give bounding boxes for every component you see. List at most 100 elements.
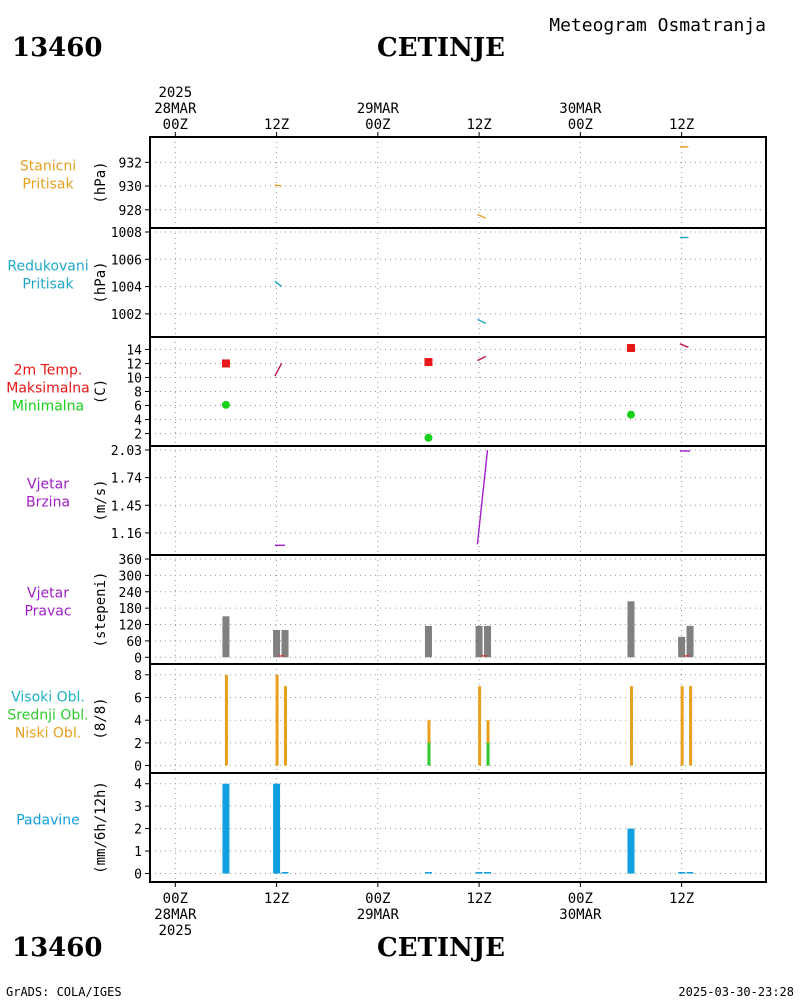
y-tick-label: 2 [134, 428, 142, 443]
panel-label: Visoki Obl. [11, 690, 85, 706]
wind-direction-bar [627, 601, 635, 658]
series-line [477, 355, 487, 362]
cloud-low-bar [224, 674, 228, 766]
wind-direction-bar [475, 625, 483, 658]
station-name-bottom: CETINJE [377, 933, 505, 963]
panel-frame [149, 445, 767, 556]
plot-area: 928930932(hPa)StanicniPritisak1002100410… [6, 85, 767, 939]
cloud-mid-bar [486, 742, 490, 766]
y-tick-label: 4 [134, 778, 142, 793]
y-tick-label: 6 [134, 400, 142, 415]
time-label-bottom: 00Z [163, 891, 188, 907]
panel-label: Minimalna [12, 399, 84, 415]
time-label-top: 00Z [365, 117, 390, 133]
time-label-top: 00Z [568, 117, 593, 133]
station-name-top: CETINJE [377, 33, 505, 63]
panel-label: Maksimalna [6, 381, 90, 397]
precip-bar [222, 783, 230, 874]
time-label-top: 28MAR [154, 101, 197, 117]
y-tick-label: 8 [134, 669, 142, 684]
y-tick-label: 0 [134, 868, 142, 883]
y-tick-label: 1004 [111, 281, 142, 296]
time-label-bottom: 29MAR [357, 907, 400, 923]
wind-direction-bar [424, 625, 432, 658]
panel-label: Pravac [24, 604, 71, 620]
time-label-top: 30MAR [559, 101, 602, 117]
temp-max-point [626, 344, 635, 353]
series-line [477, 213, 487, 219]
panel-frame [149, 227, 767, 338]
series-line [274, 184, 282, 187]
panel-label: Niski Obl. [15, 726, 81, 742]
wind-direction-bar [222, 616, 230, 658]
panel-frame [149, 136, 767, 229]
y-tick-label: 1.74 [111, 472, 142, 487]
time-label-bottom: 12Z [264, 891, 289, 907]
time-label-top: 2025 [158, 85, 192, 101]
y-tick-label: 2 [134, 737, 142, 752]
y-tick-label: 1006 [111, 253, 142, 268]
y-tick-label: 240 [119, 586, 142, 601]
cloud-low-bar [689, 686, 693, 766]
time-label-top: 12Z [669, 117, 694, 133]
time-label-top: 00Z [163, 117, 188, 133]
series-line [476, 449, 489, 545]
cloud-low-bar [478, 686, 482, 766]
panel-label: 2m Temp. [14, 363, 83, 379]
y-tick-label: 14 [126, 343, 142, 358]
generated-timestamp: 2025-03-30-23:28 [678, 985, 794, 999]
y-tick-label: 300 [119, 569, 142, 584]
panel-label: Padavine [16, 813, 80, 829]
time-label-top: 29MAR [357, 101, 400, 117]
y-tick-label: 12 [126, 357, 142, 372]
temp-min-point [221, 400, 230, 409]
panel-label: Vjetar [27, 586, 69, 602]
cloud-low-bar [275, 674, 279, 766]
time-label-bottom: 12Z [466, 891, 491, 907]
credit-text: GrADS: COLA/IGES [6, 985, 122, 999]
cloud-low-bar [284, 686, 288, 766]
cloud-low-bar [680, 686, 684, 766]
series-line [274, 280, 283, 288]
time-label-bottom: 00Z [365, 891, 390, 907]
panel-frame [149, 772, 767, 883]
cloud-mid-bar [427, 742, 431, 766]
wind-direction-bar [678, 636, 686, 658]
panel-frame [149, 554, 767, 665]
y-tick-label: 2.03 [111, 444, 142, 459]
time-label-bottom: 28MAR [154, 907, 197, 923]
y-tick-label: 2 [134, 823, 142, 838]
panel-frame [149, 663, 767, 774]
time-label-bottom: 2025 [158, 923, 192, 939]
y-tick-label: 930 [119, 180, 142, 195]
y-axis-label: (hPa) [93, 161, 109, 203]
y-tick-label: 60 [126, 635, 142, 650]
cloud-low-bar [629, 686, 633, 766]
panel-label: Pritisak [22, 277, 74, 293]
series-line [274, 363, 283, 377]
station-id-top: 13460 [12, 33, 102, 63]
panel-label: Srednji Obl. [7, 708, 88, 724]
y-axis-label: (8/8) [93, 697, 109, 739]
series-line [679, 343, 689, 348]
y-tick-label: 6 [134, 692, 142, 707]
y-tick-label: 4 [134, 414, 142, 429]
y-tick-label: 180 [119, 602, 142, 617]
y-tick-label: 120 [119, 619, 142, 634]
panel-label: Redukovani [7, 259, 88, 275]
time-label-bottom: 00Z [568, 891, 593, 907]
time-label-bottom: 12Z [669, 891, 694, 907]
precip-bar [281, 872, 289, 874]
panel-label: Vjetar [27, 477, 69, 493]
y-tick-label: 8 [134, 386, 142, 401]
y-tick-label: 928 [119, 204, 142, 219]
temp-min-point [626, 410, 635, 419]
precip-bar [678, 872, 686, 874]
precip-bar [627, 828, 635, 874]
time-label-bottom: 30MAR [559, 907, 602, 923]
precip-bar [686, 872, 694, 874]
y-axis-label: (hPa) [93, 261, 109, 303]
time-label-top: 12Z [466, 117, 491, 133]
y-tick-label: 1 [134, 845, 142, 860]
